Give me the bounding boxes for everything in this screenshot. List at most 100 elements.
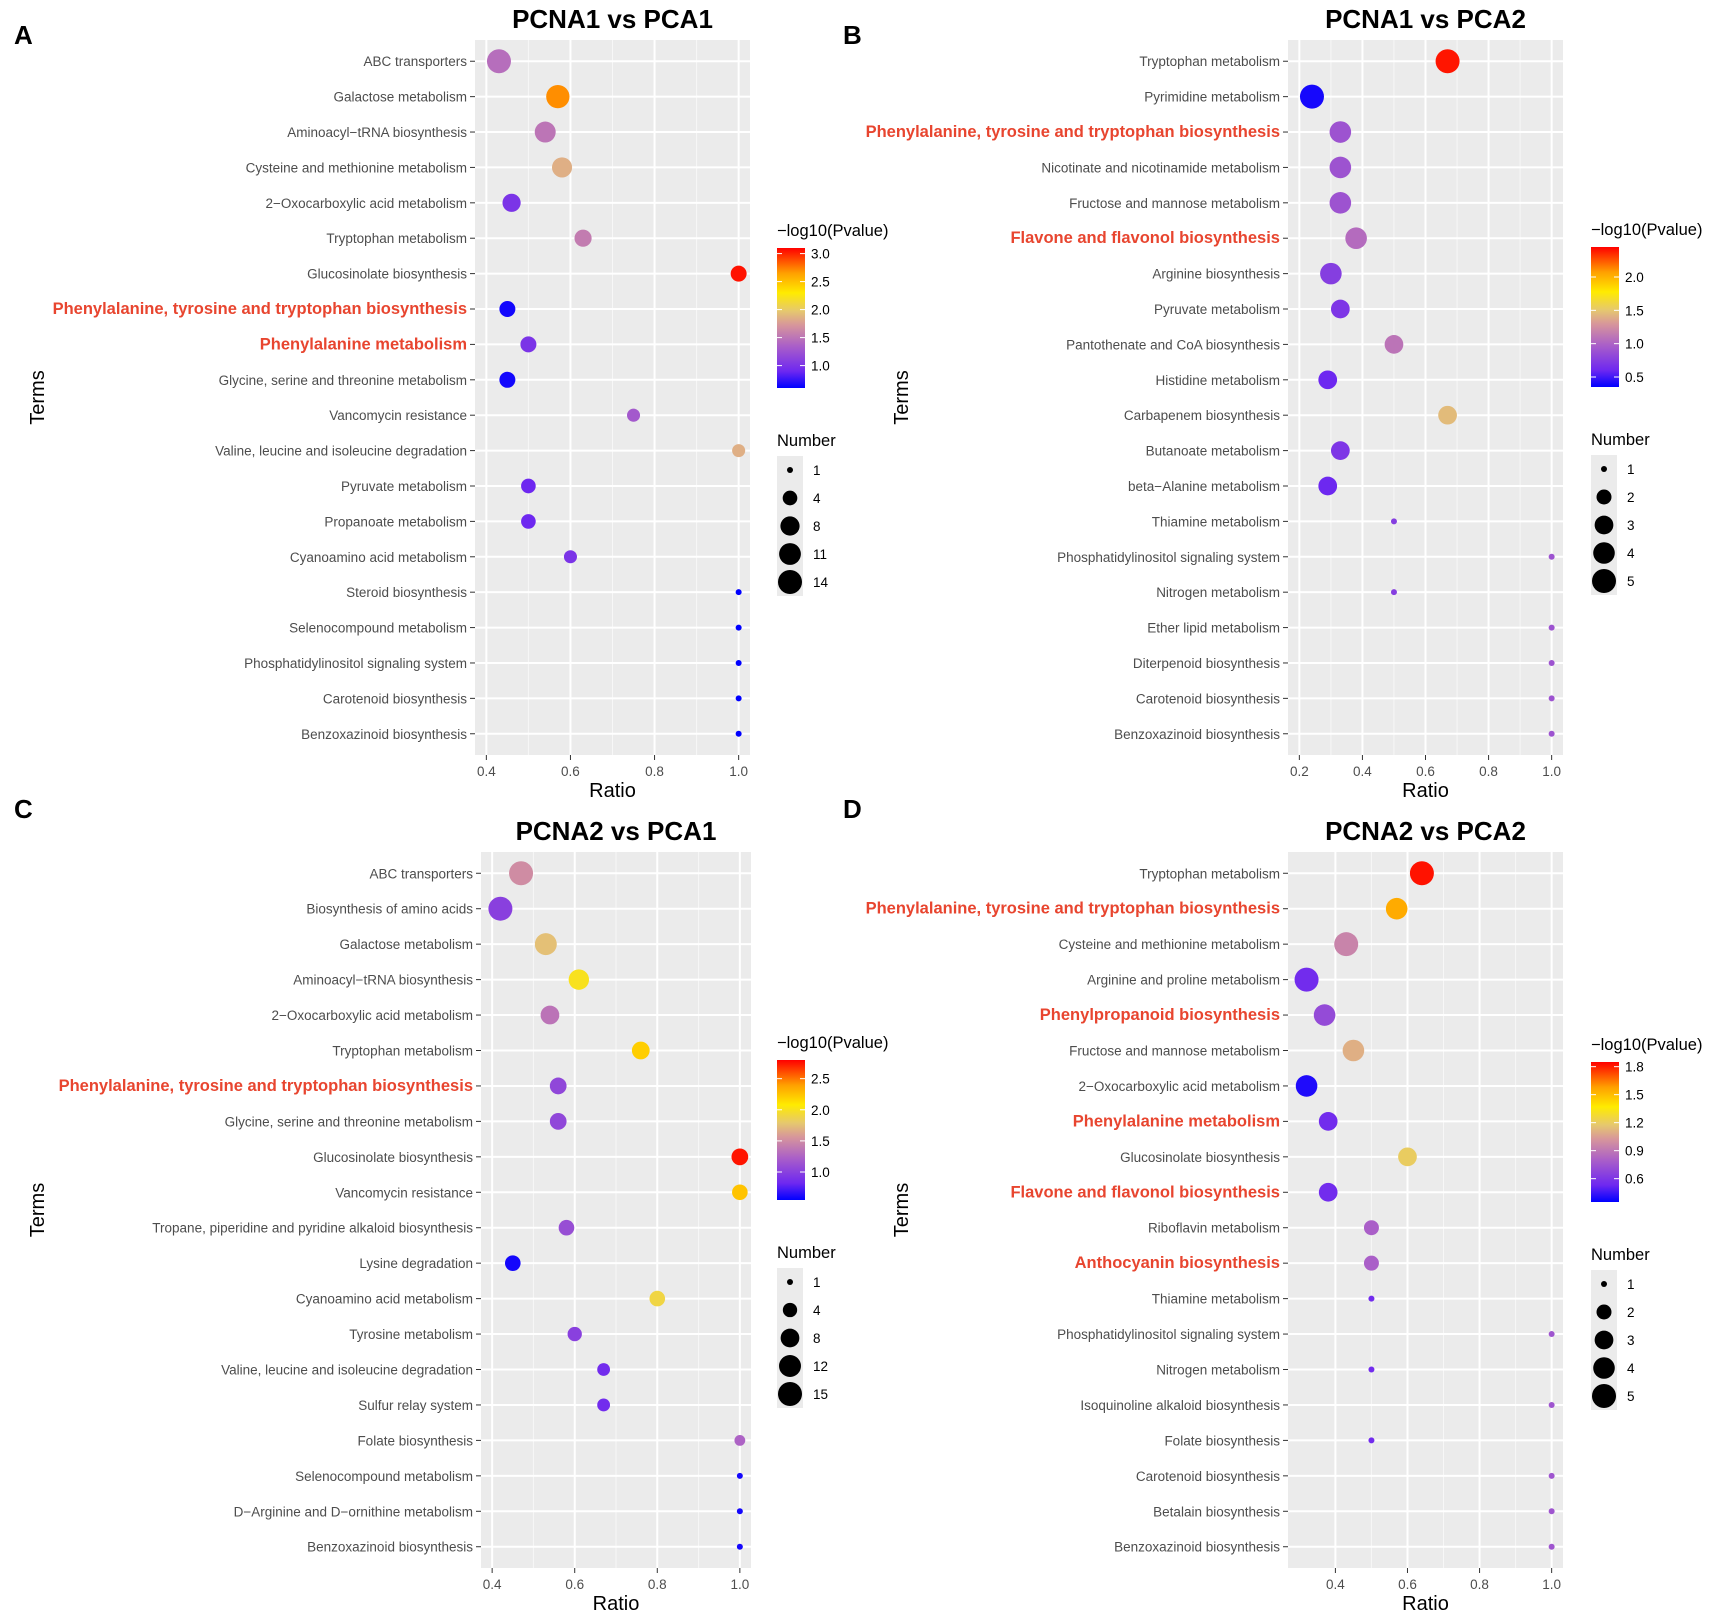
term-label: Glycine, serine and threonine metabolism xyxy=(225,1114,473,1129)
term-label: Phenylalanine metabolism xyxy=(1073,1112,1280,1130)
term-label: Phenylalanine, tyrosine and tryptophan b… xyxy=(866,123,1280,141)
term-label: Carbapenem biosynthesis xyxy=(1124,408,1280,423)
size-legend-dot xyxy=(1601,1281,1607,1287)
term-label: Phosphatidylinositol signaling system xyxy=(1057,1327,1280,1342)
data-point xyxy=(521,478,536,494)
colorbar-label: 1.8 xyxy=(1625,1060,1644,1075)
plot-background xyxy=(1288,852,1563,1568)
term-label: Benzoxazinoid biosynthesis xyxy=(307,1540,473,1555)
data-point xyxy=(558,1219,575,1236)
colorbar xyxy=(777,248,805,388)
size-legend-label: 4 xyxy=(1627,546,1635,561)
data-point xyxy=(486,49,511,74)
size-legend-dot xyxy=(780,516,800,536)
term-label: Vancomycin resistance xyxy=(335,1185,473,1200)
x-tick-label: 0.6 xyxy=(1416,764,1435,779)
data-point xyxy=(735,624,742,631)
term-label: Fructose and mannose metabolism xyxy=(1069,196,1280,211)
y-axis-title: Terms xyxy=(27,1183,49,1237)
data-point xyxy=(734,1434,746,1446)
size-legend-dot xyxy=(780,1328,800,1348)
data-point xyxy=(574,229,592,247)
term-label: 2−Oxocarboxylic acid metabolism xyxy=(1079,1079,1280,1094)
size-legend-label: 3 xyxy=(1627,518,1635,533)
panel-letter: D xyxy=(843,794,862,824)
x-axis-title: Ratio xyxy=(589,780,636,802)
data-point xyxy=(1548,553,1555,560)
colorbar xyxy=(1591,247,1619,387)
panel-letter: A xyxy=(14,20,33,50)
size-legend-dot xyxy=(1596,1304,1612,1320)
term-label: Arginine and proline metabolism xyxy=(1087,973,1280,988)
panel-a: 0.4 0.6 0.8 1.0 ABC transporters Galactose me… xyxy=(14,4,888,802)
size-legend-label: 1 xyxy=(813,1275,821,1290)
data-point xyxy=(521,514,536,529)
term-label: Phenylalanine, tyrosine and tryptophan b… xyxy=(59,1077,473,1095)
term-label: Phenylalanine, tyrosine and tryptophan b… xyxy=(866,900,1280,918)
term-label: Glucosinolate biosynthesis xyxy=(313,1150,473,1165)
term-label: Pyruvate metabolism xyxy=(1154,302,1280,317)
colorbar-label: 1.2 xyxy=(1625,1116,1644,1131)
color-legend-title: −log10(Pvalue) xyxy=(1591,1036,1702,1054)
term-label: 2−Oxocarboxylic acid metabolism xyxy=(272,1008,473,1023)
term-label: Isoquinoline alkaloid biosynthesis xyxy=(1080,1398,1280,1413)
data-point xyxy=(1548,730,1555,737)
size-legend-dot xyxy=(1594,1330,1614,1350)
term-label: Flavone and flavonol biosynthesis xyxy=(1010,229,1280,247)
x-tick-label: 0.2 xyxy=(1290,764,1309,779)
colorbar-label: 2.0 xyxy=(811,303,830,318)
term-label: Diterpenoid biosynthesis xyxy=(1133,656,1280,671)
size-legend-dot xyxy=(782,490,798,506)
x-axis-title: Ratio xyxy=(1402,1593,1449,1615)
data-point xyxy=(1334,932,1359,957)
data-point xyxy=(1548,695,1555,702)
data-point xyxy=(1548,1401,1555,1408)
term-label: Benzoxazinoid biosynthesis xyxy=(1114,727,1280,742)
term-label: Valine, leucine and isoleucine degradati… xyxy=(215,444,467,459)
colorbar-label: 0.6 xyxy=(1625,1172,1644,1187)
data-point xyxy=(568,969,590,990)
size-legend-dot xyxy=(787,1279,793,1285)
data-point xyxy=(1342,1039,1365,1062)
term-label: Carotenoid biosynthesis xyxy=(323,691,467,706)
term-label: 2−Oxocarboxylic acid metabolism xyxy=(266,196,467,211)
term-label: Pantothenate and CoA biosynthesis xyxy=(1066,337,1280,352)
colorbar-label: 1.5 xyxy=(1625,1088,1644,1103)
term-label: Flavone and flavonol biosynthesis xyxy=(1010,1183,1280,1201)
data-point xyxy=(1320,262,1342,285)
x-tick-label: 0.8 xyxy=(1470,1577,1489,1592)
size-legend-title: Number xyxy=(1591,431,1650,449)
size-legend-label: 8 xyxy=(813,1331,821,1346)
term-label: beta−Alanine metabolism xyxy=(1128,479,1280,494)
data-point xyxy=(732,1184,748,1201)
term-label: Benzoxazinoid biosynthesis xyxy=(301,727,467,742)
panel-d: 0.4 0.6 0.8 1.0 Tryptophan metabolism Phenyla… xyxy=(843,794,1702,1615)
size-legend-dot xyxy=(778,570,802,594)
x-tick-label: 1.0 xyxy=(1542,764,1561,779)
colorbar-label: 1.0 xyxy=(811,359,830,374)
x-tick-label: 1.0 xyxy=(729,764,748,779)
data-point xyxy=(549,1113,567,1130)
data-point xyxy=(626,408,641,422)
size-legend-dot xyxy=(1596,489,1612,505)
term-label: Cyanoamino acid metabolism xyxy=(296,1292,473,1307)
term-label: Pyruvate metabolism xyxy=(341,479,467,494)
x-axis-title: Ratio xyxy=(1402,780,1449,802)
term-label: Riboflavin metabolism xyxy=(1148,1221,1280,1236)
term-label: D−Arginine and D−ornithine metabolism xyxy=(234,1504,473,1519)
data-point xyxy=(509,861,534,886)
data-point xyxy=(1363,1220,1379,1236)
term-label: Phenylalanine metabolism xyxy=(260,335,467,353)
term-label: Tryptophan metabolism xyxy=(1139,866,1280,881)
data-point xyxy=(520,336,537,353)
term-label: Nitrogen metabolism xyxy=(1156,1363,1280,1378)
data-point xyxy=(1548,1508,1555,1515)
x-axis-title: Ratio xyxy=(593,1593,640,1615)
data-point xyxy=(1313,1004,1336,1026)
data-point xyxy=(502,193,521,212)
data-point xyxy=(1435,49,1460,74)
data-point xyxy=(1548,1472,1555,1479)
size-legend-label: 15 xyxy=(813,1387,828,1402)
term-label: Carotenoid biosynthesis xyxy=(1136,1469,1280,1484)
